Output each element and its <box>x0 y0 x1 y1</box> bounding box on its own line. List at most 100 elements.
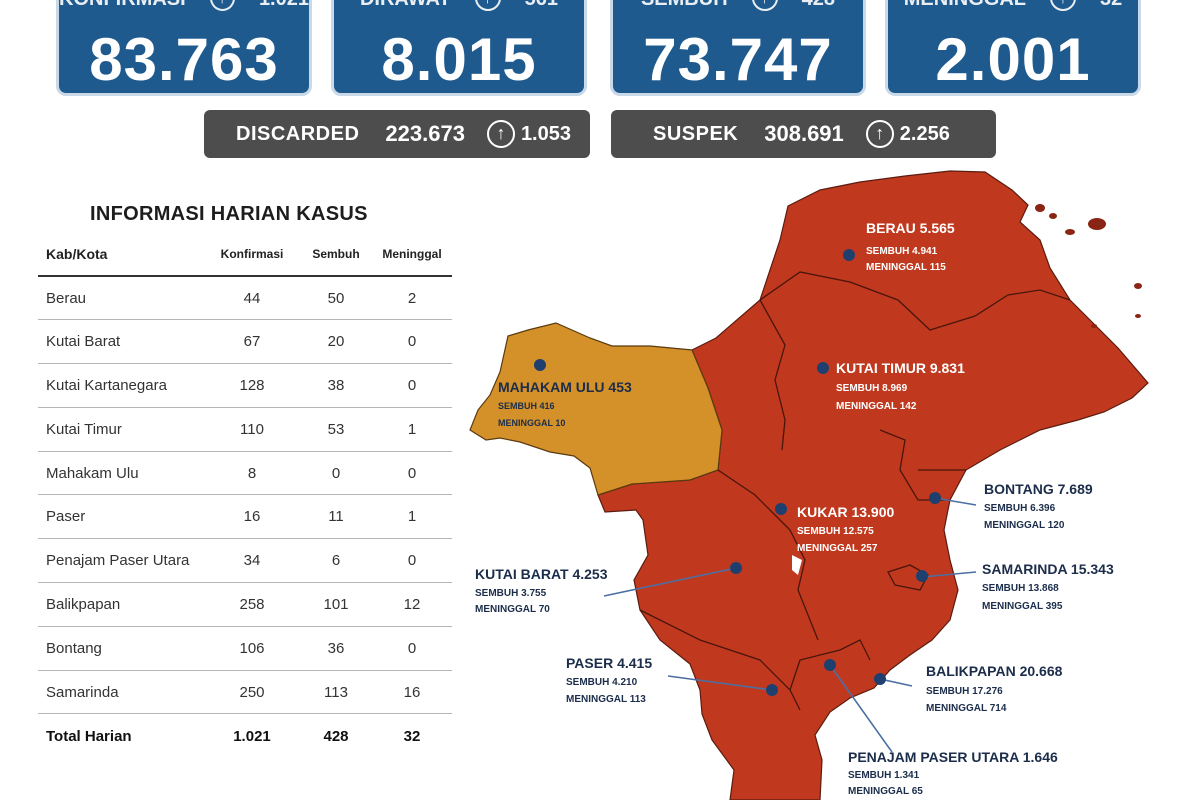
table-row: Kutai Kartanegara 128 38 0 <box>38 363 452 408</box>
cell-sembuh: 6 <box>300 538 372 584</box>
dot-kutai-barat <box>730 562 742 574</box>
label-name: SAMARINDA 15.343 <box>982 561 1114 577</box>
table-total-row: Total Harian 1.021 428 32 <box>38 714 452 758</box>
stat-card-meninggal: MENINGGAL↑32 2.001 <box>885 0 1141 96</box>
table-row: Kutai Timur 110 53 1 <box>38 407 452 452</box>
discarded-pill: DISCARDED 223.673 ↑ 1.053 <box>204 110 590 158</box>
label-sembuh: SEMBUH 8.969 <box>836 383 908 394</box>
cell-kabkota: Kutai Barat <box>38 319 204 365</box>
table-row: Kutai Barat 67 20 0 <box>38 319 452 365</box>
dot-balikpapan <box>874 673 886 685</box>
cell-kabkota: Penajam Paser Utara <box>38 538 204 584</box>
label-mahakam-ulu: MAHAKAM ULU 453 SEMBUH 416 MENINGGAL 10 <box>498 379 632 428</box>
cell-meninggal: 1 <box>372 494 452 540</box>
cell-kabkota: Samarinda <box>38 670 204 715</box>
pill-label: DISCARDED <box>236 122 360 145</box>
mahakam-ulu-region <box>469 322 723 496</box>
stat-label: KONFIRMASI <box>59 0 186 11</box>
cell-sembuh: 20 <box>300 319 372 365</box>
label-meninggal: MENINGGAL 395 <box>982 601 1063 612</box>
cell-meninggal: 0 <box>372 538 452 584</box>
cell-kabkota: Berau <box>38 276 204 321</box>
cell-kabkota: Balikpapan <box>38 582 204 627</box>
stat-delta: 561 <box>525 0 558 11</box>
dot-kukar <box>775 503 787 515</box>
label-sembuh: SEMBUH 1.341 <box>848 770 920 781</box>
cell-sembuh: 428 <box>323 727 349 745</box>
label-meninggal: MENINGGAL 113 <box>566 694 646 705</box>
label-meninggal: MENINGGAL 142 <box>836 401 917 412</box>
cell-konfirmasi: 1.021 <box>233 727 271 745</box>
label-berau: BERAU 5.565 SEMBUH 4.941 MENINGGAL 115 <box>866 220 955 273</box>
cell-kabkota: Bontang <box>38 626 204 671</box>
label-balikpapan: BALIKPAPAN 20.668 SEMBUH 17.276 MENINGGA… <box>926 663 1063 714</box>
arrow-up-icon: ↑ <box>865 120 894 148</box>
label-sembuh: SEMBUH 13.868 <box>982 583 1059 594</box>
cell-konfirmasi: 67 <box>204 319 300 365</box>
cell-meninggal: 0 <box>372 363 452 408</box>
pill-delta: 2.256 <box>899 122 950 145</box>
table-title: INFORMASI HARIAN KASUS <box>90 203 368 225</box>
stat-delta: 1.021 <box>259 0 309 11</box>
label-kutai-timur: KUTAI TIMUR 9.831 SEMBUH 8.969 MENINGGAL… <box>836 360 965 412</box>
cell-sembuh: 101 <box>300 582 372 627</box>
cell-sembuh: 38 <box>300 363 372 408</box>
cell-kabkota: Kutai Timur <box>38 407 204 452</box>
stat-label: DIRAWAT <box>360 0 451 11</box>
suspek-pill: SUSPEK 308.691 ↑ 2.256 <box>611 110 996 158</box>
river-gap <box>792 555 802 575</box>
col-header-sembuh: Sembuh <box>300 232 372 277</box>
cell-konfirmasi: 250 <box>204 670 300 715</box>
district-borders <box>639 271 1071 711</box>
label-name: BONTANG 7.689 <box>984 481 1093 497</box>
table-row: Balikpapan 258 101 12 <box>38 582 452 627</box>
table-row: Paser 16 11 1 <box>38 494 452 540</box>
col-header-kabkota: Kab/Kota <box>38 232 204 277</box>
cell-sembuh: 36 <box>300 626 372 671</box>
cell-kabkota: Mahakam Ulu <box>38 451 204 496</box>
dot-berau <box>843 249 855 261</box>
stat-delta: 428 <box>802 0 835 11</box>
dot-paser <box>766 684 778 696</box>
cell-konfirmasi: 16 <box>204 494 300 540</box>
table-header-row: Kab/Kota Konfirmasi Sembuh Meninggal <box>38 232 452 277</box>
label-meninggal: MENINGGAL 65 <box>848 786 923 797</box>
cell-sembuh: 113 <box>300 670 372 715</box>
cell-kabkota: Kutai Kartanegara <box>38 363 204 408</box>
stat-value: 8.015 <box>381 26 537 93</box>
label-ppu: PENAJAM PASER UTARA 1.646 SEMBUH 1.341 M… <box>848 749 1058 797</box>
table-row: Mahakam Ulu 8 0 0 <box>38 451 452 496</box>
pill-value: 223.673 <box>385 121 465 146</box>
label-meninggal: MENINGGAL 115 <box>866 262 946 273</box>
cell-kabkota: Total Harian <box>46 727 132 745</box>
cell-konfirmasi: 128 <box>204 363 300 408</box>
region-dots <box>534 249 941 696</box>
table-row: Samarinda 250 113 16 <box>38 670 452 715</box>
label-meninggal: MENINGGAL 10 <box>498 418 565 428</box>
pill-label: SUSPEK <box>653 122 739 145</box>
stat-label: MENINGGAL <box>904 0 1026 11</box>
cell-meninggal: 12 <box>372 582 452 627</box>
cell-sembuh: 53 <box>300 407 372 452</box>
label-paser: PASER 4.415 SEMBUH 4.210 MENINGGAL 113 <box>566 655 652 705</box>
dot-bontang <box>929 492 941 504</box>
col-header-konfirmasi: Konfirmasi <box>204 232 300 277</box>
cell-sembuh: 11 <box>300 494 372 540</box>
label-name: KUKAR 13.900 <box>797 504 894 520</box>
arrow-up-icon: ↑ <box>486 120 515 148</box>
dot-ppu <box>824 659 836 671</box>
label-sembuh: SEMBUH 4.941 <box>866 246 938 257</box>
label-sembuh: SEMBUH 3.755 <box>475 588 547 599</box>
cell-meninggal: 16 <box>372 670 452 715</box>
cell-meninggal: 0 <box>372 319 452 365</box>
dot-samarinda <box>916 570 928 582</box>
label-name: PENAJAM PASER UTARA 1.646 <box>848 749 1058 765</box>
stat-delta: 32 <box>1100 0 1122 11</box>
label-bontang: BONTANG 7.689 SEMBUH 6.396 MENINGGAL 120 <box>984 481 1093 531</box>
label-sembuh: SEMBUH 416 <box>498 401 555 411</box>
cell-konfirmasi: 106 <box>204 626 300 671</box>
islands <box>1035 204 1142 328</box>
label-meninggal: MENINGGAL 70 <box>475 604 550 615</box>
stat-value: 83.763 <box>89 26 279 93</box>
